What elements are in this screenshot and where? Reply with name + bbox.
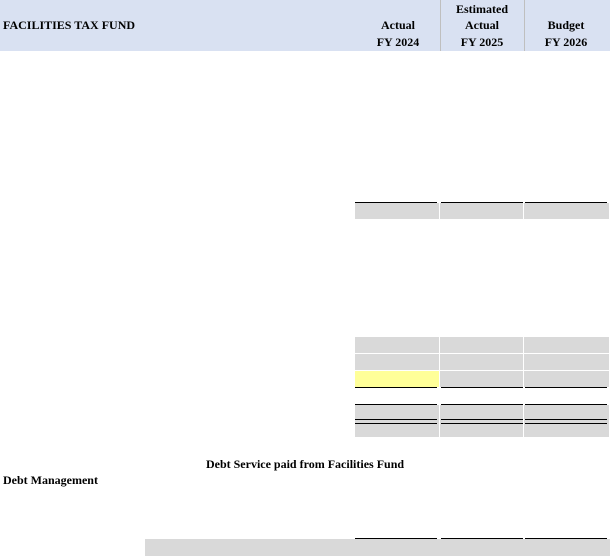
shaded-cell bbox=[524, 203, 609, 219]
shaded-cell bbox=[355, 203, 439, 219]
shaded-cell bbox=[524, 371, 609, 387]
rule-line bbox=[525, 404, 607, 405]
debt-heading: Debt Management bbox=[3, 473, 98, 487]
shaded-cell bbox=[440, 421, 523, 437]
rule-line bbox=[525, 387, 607, 388]
rule-line bbox=[525, 202, 607, 203]
col-actual-line2: FY 2024 bbox=[376, 35, 420, 49]
shaded-cell bbox=[355, 421, 439, 437]
shaded-cell bbox=[440, 405, 523, 421]
double-rule bbox=[441, 419, 523, 424]
shaded-cell bbox=[440, 337, 523, 353]
double-rule bbox=[525, 419, 607, 424]
col-budget-line2: FY 2026 bbox=[544, 35, 588, 49]
rule-line bbox=[441, 202, 523, 203]
double-rule bbox=[355, 419, 437, 424]
shaded-cell bbox=[524, 421, 609, 437]
shaded-cell bbox=[524, 405, 609, 421]
rule-line bbox=[355, 387, 437, 388]
column-divider bbox=[524, 0, 525, 51]
column-divider bbox=[440, 0, 441, 51]
debt-section-title: Debt Service paid from Facilities Fund bbox=[205, 457, 405, 471]
fund-title: FACILITIES TAX FUND bbox=[3, 18, 136, 32]
col-actual-line1: Actual bbox=[381, 18, 415, 32]
rule-line bbox=[355, 202, 437, 203]
col-estimated-line2: FY 2025 bbox=[460, 35, 504, 49]
rule-line bbox=[355, 404, 437, 405]
shaded-cell bbox=[355, 354, 439, 370]
col-estimated-line0: Estimated bbox=[456, 2, 508, 16]
table-header bbox=[0, 0, 610, 51]
shaded-cell bbox=[355, 337, 439, 353]
rule-line bbox=[441, 538, 523, 539]
rule-line bbox=[441, 404, 523, 405]
highlight-cell bbox=[355, 371, 439, 387]
shaded-cell bbox=[355, 405, 439, 421]
col-estimated-line1: Actual bbox=[465, 18, 499, 32]
shaded-cell bbox=[524, 354, 609, 370]
shaded-cell bbox=[524, 337, 609, 353]
shaded-cell bbox=[440, 203, 523, 219]
rule-line bbox=[441, 387, 523, 388]
rule-line bbox=[525, 538, 607, 539]
rule-line bbox=[355, 538, 437, 539]
total-band bbox=[145, 539, 610, 556]
shaded-cell bbox=[440, 371, 523, 387]
col-budget-line1: Budget bbox=[547, 18, 585, 32]
shaded-cell bbox=[440, 354, 523, 370]
